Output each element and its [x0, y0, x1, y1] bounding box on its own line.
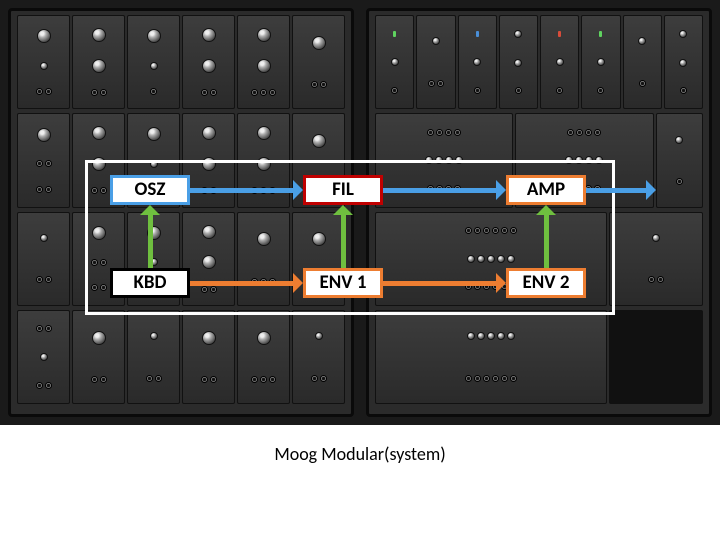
caption: Moog Modular(system): [0, 443, 720, 465]
left-cabinet: [8, 8, 354, 417]
caption-text: Moog Modular(system): [274, 443, 445, 465]
node-amp: AMP: [506, 175, 586, 205]
synth-backdrop: [0, 0, 720, 425]
node-label: OSZ: [135, 178, 166, 201]
node-label: AMP: [527, 178, 565, 201]
node-env2: ENV 2: [506, 268, 586, 298]
node-label: KBD: [133, 271, 166, 294]
node-osz: OSZ: [110, 175, 190, 205]
node-label: ENV 2: [523, 271, 570, 294]
node-label: FIL: [332, 178, 354, 201]
node-kbd: KBD: [110, 268, 190, 298]
node-label: ENV 1: [320, 271, 367, 294]
node-env1: ENV 1: [303, 268, 383, 298]
node-fil: FIL: [303, 175, 383, 205]
right-cabinet: [366, 8, 712, 417]
